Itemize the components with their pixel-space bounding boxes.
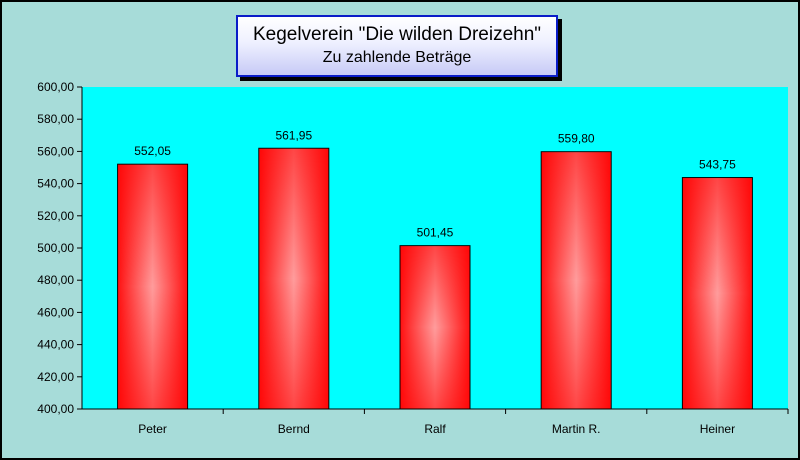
y-tick-label: 480,00 xyxy=(37,273,74,287)
bar-shading xyxy=(118,164,188,409)
data-label: 559,80 xyxy=(558,132,595,146)
category-label: Heiner xyxy=(700,422,735,436)
category-label: Bernd xyxy=(278,422,310,436)
category-label: Ralf xyxy=(424,422,446,436)
chart-title: Kegelverein "Die wilden Dreizehn" xyxy=(252,24,542,45)
chart-title-box: Kegelverein "Die wilden Dreizehn" Zu zah… xyxy=(236,15,558,77)
y-tick-label: 600,00 xyxy=(37,80,74,94)
data-label: 543,75 xyxy=(699,158,736,172)
bar-shading xyxy=(541,152,611,409)
y-tick-label: 540,00 xyxy=(37,177,74,191)
bar-shading xyxy=(400,246,470,409)
y-tick-label: 560,00 xyxy=(37,144,74,158)
data-label: 561,95 xyxy=(275,128,312,142)
y-tick-label: 580,00 xyxy=(37,112,74,126)
labels: 552,05 Peter 561,95 Bernd 501,45 Ralf 559,80 Ma… xyxy=(134,128,736,436)
data-label: 501,45 xyxy=(417,226,454,240)
y-tick-label: 440,00 xyxy=(37,338,74,352)
bar-shading xyxy=(682,178,752,409)
y-tick-label: 520,00 xyxy=(37,209,74,223)
bar-shading xyxy=(259,148,329,409)
bars xyxy=(117,147,753,410)
chart-subtitle: Zu zahlende Beträge xyxy=(322,49,472,66)
data-label: 552,05 xyxy=(134,144,171,158)
category-label: Peter xyxy=(138,422,167,436)
y-tick-label: 460,00 xyxy=(37,305,74,319)
y-tick-label: 500,00 xyxy=(37,241,74,255)
y-tick-label: 420,00 xyxy=(37,370,74,384)
y-tick-label: 400,00 xyxy=(37,402,74,416)
category-label: Martin R. xyxy=(552,422,601,436)
